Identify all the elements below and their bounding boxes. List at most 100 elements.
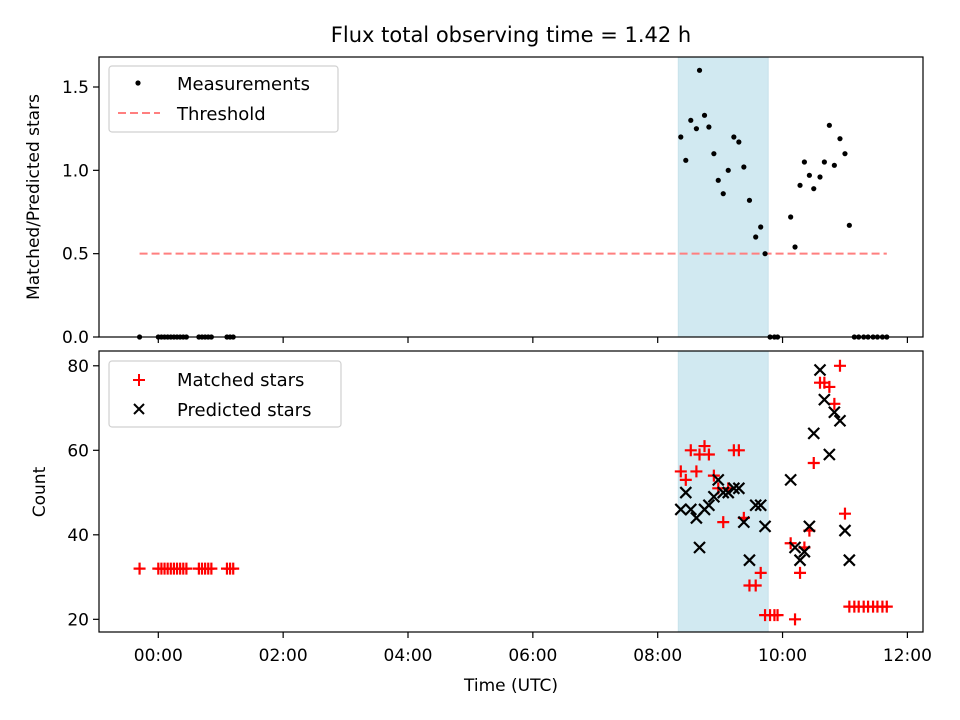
predicted-star-point [702,498,716,512]
matched-star-point [749,579,762,592]
matched-star-point [880,600,893,613]
predicted-star-point [833,414,847,427]
predicted-star-point [843,553,856,567]
predicted-star-point [758,520,772,533]
measurement-point [817,174,823,180]
predicted-star-point [732,482,746,495]
predicted-star-point [749,498,762,512]
x-tick-label: 00:00 [134,646,183,666]
matched-star-point [227,562,240,575]
measurement-point [758,224,764,230]
predicted-star-point [803,520,816,533]
measurement-point [821,159,827,165]
bottom-legend-box [108,360,342,428]
matched-star-point [205,562,218,575]
measurement-point [792,244,798,250]
measurement-point [846,222,852,228]
predicted-star-point [674,503,688,516]
matched-star-point [674,465,687,478]
top-y-tick-label: 0.0 [62,328,89,348]
top-panel-frame [98,56,924,338]
predicted-star-point [823,448,836,461]
measurement-point [806,172,812,178]
measurement-point [736,139,742,145]
measurement-point [711,151,717,157]
measurement-point [801,159,807,165]
predicted-star-point [727,482,741,495]
bottom-y-axis-label: Count [30,466,50,517]
predicted-star-point [828,405,841,419]
matched-star-point [823,380,836,393]
bottom-panel-frame [98,350,924,633]
x-tick-label: 12:00 [883,646,932,666]
predicted-star-point [679,486,693,499]
matched-star-point [771,609,784,622]
measurement-point [715,177,721,183]
bottom-y-tick-label: 80 [67,357,89,377]
measurement-point [741,164,747,170]
measurement-point [731,134,737,140]
measurement-point [837,136,843,142]
legend-matched-marker [133,374,145,386]
matched-star-point [789,613,802,626]
bottom-legend: Matched stars Predicted stars [108,360,342,428]
predicted-star-point [693,541,706,554]
measurement-point [725,167,731,173]
predicted-star-point [813,363,827,377]
matched-star-point [807,456,820,469]
measurement-point [688,117,694,123]
x-tick-label: 02:00 [259,646,308,666]
matched-star-point [180,562,193,575]
predicted-star-point [784,473,797,487]
predicted-star-point [716,486,730,499]
matched-star-point [732,444,745,457]
chart-title: Flux total observing time = 1.42 h [331,23,691,47]
matched-star-point [690,465,703,478]
measurement-point [693,126,700,132]
measurement-point [831,162,837,168]
measurement-point [678,134,684,140]
bottom-y-tick-label: 20 [67,610,89,630]
measurement-point [683,157,689,163]
predicted-star-point [711,473,725,487]
measurement-point [701,112,708,118]
matched-star-point [838,507,851,520]
legend-predicted-label: Predicted stars [177,400,311,421]
measurement-point [826,122,832,128]
bottom-y-tick-label: 60 [67,441,89,461]
x-tick-label: 06:00 [508,646,557,666]
matched-star-point [833,359,846,372]
measurement-point [720,191,726,197]
predicted-star-point [743,553,756,567]
predicted-star-point [707,490,721,504]
measurement-point [797,182,803,188]
predicted-star-point [798,545,811,558]
measurement-point [706,124,712,130]
bottom-y-tick-label: 40 [67,526,89,546]
top-panel: 0.0 0.5 1.0 1.5 Matched/Predicted stars Mea… [24,56,924,348]
matched-star-point [684,444,697,457]
top-y-tick-label: 1.5 [62,78,89,98]
predicted-star-point [793,553,807,567]
legend-threshold-label: Threshold [176,104,266,125]
matched-star-point [679,473,692,486]
matched-star-point [754,566,767,579]
predicted-star-point [737,515,751,529]
matched-star-point [702,448,715,461]
predicted-star-point [754,498,767,512]
legend-matched-label: Matched stars [177,370,304,391]
top-legend-box [108,65,339,133]
predicted-star-point [838,524,852,537]
legend-predicted-marker [133,403,145,415]
matched-star-point [794,566,807,579]
top-y-tick-label: 1.0 [62,161,89,181]
measurement-point [746,197,753,203]
measurement-point [811,186,817,192]
x-tick-label: 10:00 [758,646,807,666]
measurement-point [788,214,794,220]
predicted-star-point [684,503,698,516]
predicted-star-point [818,393,831,406]
predicted-star-point [788,541,802,554]
top-legend: Measurements Threshold [108,65,339,133]
